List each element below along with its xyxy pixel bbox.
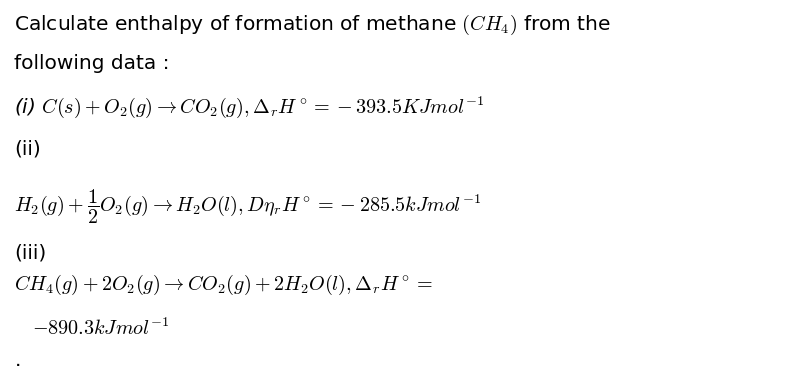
Text: following data :: following data :	[14, 54, 170, 73]
Text: (ii): (ii)	[14, 139, 41, 158]
Text: $- 890.3 kJmol^{-1}$: $- 890.3 kJmol^{-1}$	[32, 317, 170, 339]
Text: $H_2(g) + \dfrac{1}{2}O_2(g) \rightarrow H_2O(l), D\eta_r H^\circ =  - 285.5 kJm: $H_2(g) + \dfrac{1}{2}O_2(g) \rightarrow…	[14, 187, 482, 226]
Text: Calculate enthalpy of formation of methane $(CH_4)$ from the: Calculate enthalpy of formation of metha…	[14, 13, 611, 37]
Text: (i) $C(s) + O_2(g) \rightarrow CO_2(g), \Delta_r H^\circ =  - 393.5 KJmol^{-1}$: (i) $C(s) + O_2(g) \rightarrow CO_2(g), …	[14, 95, 485, 120]
Text: (iii): (iii)	[14, 243, 46, 262]
Text: .: .	[14, 351, 21, 370]
Text: $CH_4(g) + 2O_2(g) \rightarrow CO_2(g) + 2H_2O(l), \Delta_r H^\circ =$: $CH_4(g) + 2O_2(g) \rightarrow CO_2(g) +…	[14, 273, 433, 297]
